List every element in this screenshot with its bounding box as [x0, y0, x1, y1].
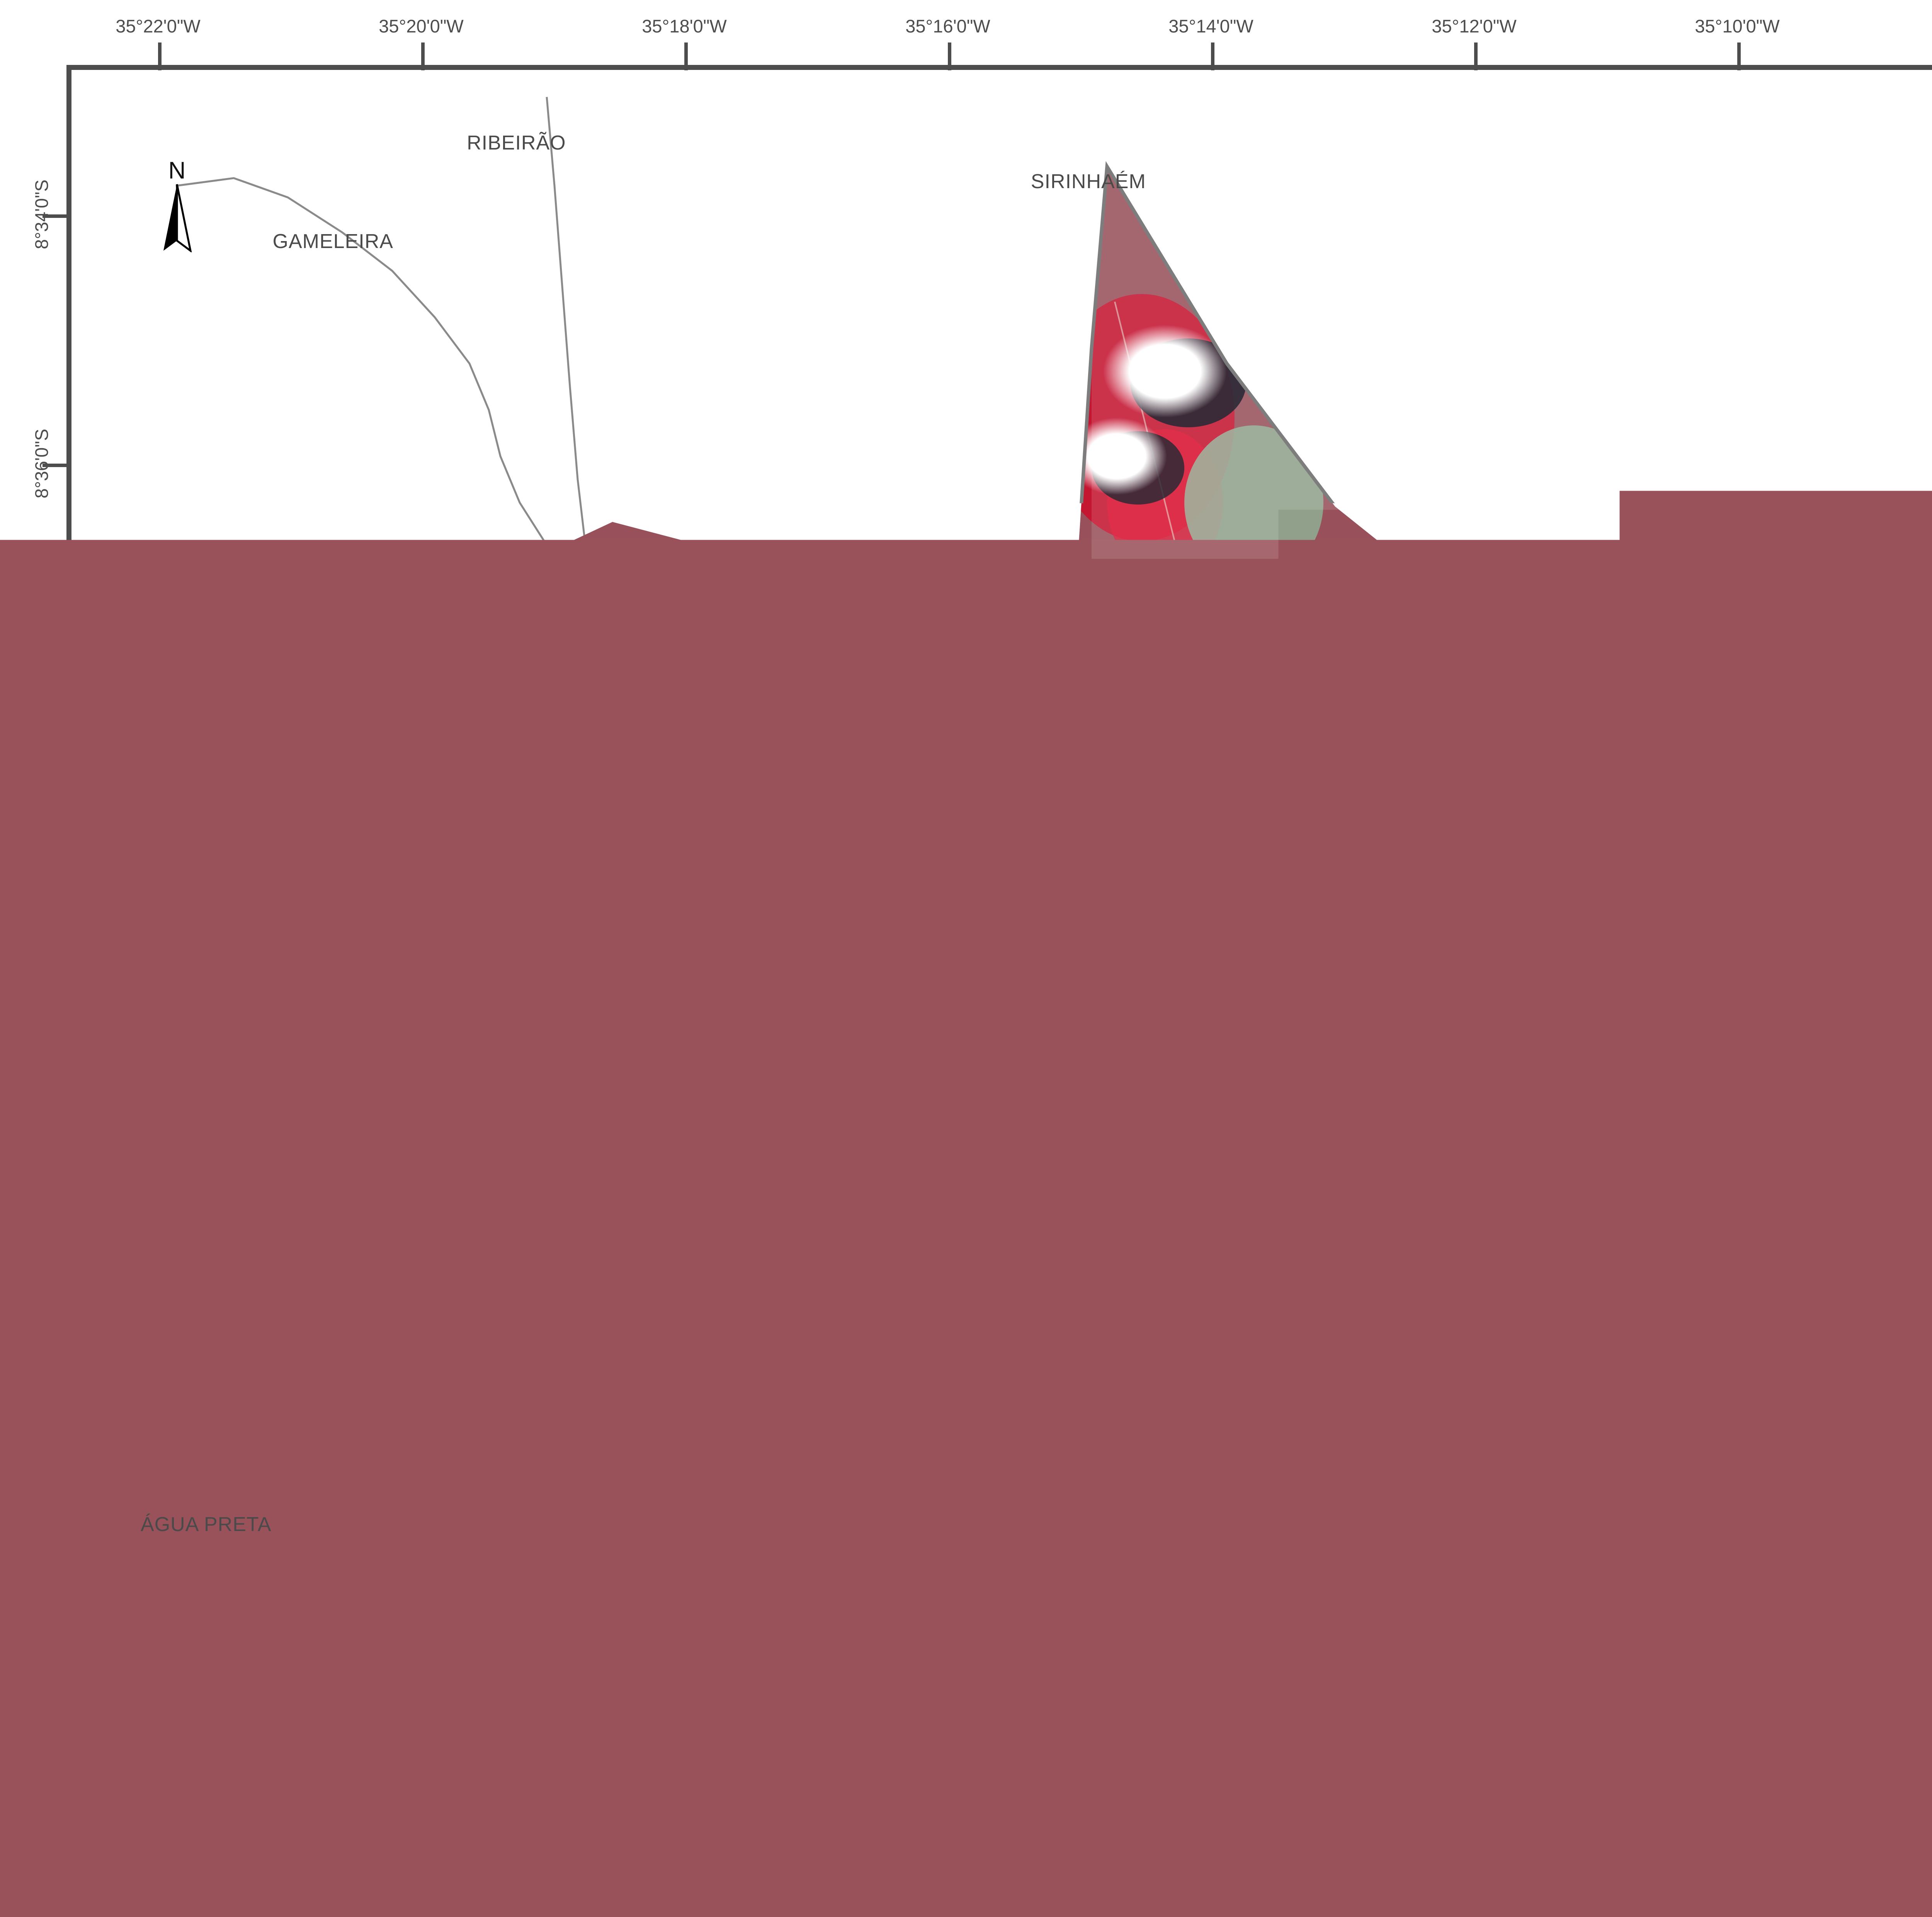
axis-label-top-3: 35°18'0"W	[642, 15, 727, 37]
scale-tick-8km: 8 km	[651, 1773, 693, 1795]
tick-top-5	[1211, 42, 1214, 70]
axis-label-bottom-1: 35°22'0"W	[116, 1891, 201, 1912]
axis-label-top-1: 35°22'0"W	[116, 15, 201, 37]
axis-label-top-5: 35°14'0"W	[1168, 15, 1253, 37]
north-arrow-label: N	[163, 159, 190, 183]
tick-top-4	[948, 42, 951, 70]
axis-label-bottom-7: 35°10'0"W	[1695, 1891, 1780, 1912]
axis-label-bottom-4: 35°16'0"W	[905, 1891, 990, 1912]
map-label-sirinhaem: SIRINHAÉM	[1031, 170, 1146, 193]
tick-bottom-7	[1737, 1861, 1741, 1888]
north-arrow: N	[160, 159, 194, 254]
scale-tick-4: 4	[412, 1773, 423, 1795]
map-vector-layer	[71, 70, 1932, 1856]
map-canvas[interactable]: N RIBEIRÃO SIRINHAÉM GAMELEIRA TAMANDARÉ…	[71, 70, 1932, 1856]
tick-top-7	[1737, 42, 1741, 70]
map-label-barreiros: BARREIROS	[990, 1698, 1111, 1722]
tick-bottom-2	[421, 1861, 425, 1888]
axis-label-top-7: 35°10'0"W	[1695, 15, 1780, 37]
scale-bar: 0 2 4 8 km	[162, 1773, 672, 1819]
tick-bottom-1	[158, 1861, 162, 1888]
axis-label-bottom-3: 35°18'0"W	[642, 1891, 727, 1912]
axis-label-top-4: 35°16'0"W	[905, 15, 990, 37]
scale-seg-2	[290, 1795, 417, 1819]
axis-label-top-6: 35°12'0"W	[1432, 15, 1517, 37]
axis-label-left-7: 8°46'0"S	[31, 1675, 52, 1745]
map-label-tamandare: TAMANDARÉ	[767, 1412, 895, 1435]
axis-label-left-3: 8°38'0"S	[31, 678, 52, 748]
satellite-raster	[71, 70, 1932, 1856]
axis-label-left-5: 8°42'0"S	[31, 1177, 52, 1246]
scale-tick-0: 0	[157, 1773, 168, 1795]
tick-bottom-4	[948, 1861, 951, 1888]
axis-label-bottom-5: 35°14'0"W	[1168, 1891, 1253, 1912]
tick-bottom-5	[1211, 1861, 1214, 1888]
axis-label-bottom-6: 35°12'0"W	[1432, 1891, 1517, 1912]
map-label-gameleira: GAMELEIRA	[273, 230, 393, 253]
axis-label-top-2: 35°20'0"W	[379, 15, 464, 37]
axis-label-bottom-2: 35°20'0"W	[379, 1891, 464, 1912]
axis-label-left-2: 8°36'0"S	[31, 429, 52, 498]
tick-top-2	[421, 42, 425, 70]
axis-label-left-1: 8°34'0"S	[31, 180, 52, 249]
tick-bottom-6	[1474, 1861, 1478, 1888]
scale-bar-labels: 0 2 4 8 km	[162, 1773, 672, 1795]
north-arrow-glyph	[160, 183, 194, 252]
tick-bottom-3	[684, 1861, 688, 1888]
scale-tick-2: 2	[284, 1773, 295, 1795]
tick-top-6	[1474, 42, 1478, 70]
map-label-agua-preta: ÁGUA PRETA	[141, 1513, 271, 1536]
tick-top-3	[684, 42, 688, 70]
scale-bar-graphic	[162, 1795, 672, 1819]
map-frame: N RIBEIRÃO SIRINHAÉM GAMELEIRA TAMANDARÉ…	[66, 65, 1932, 1861]
scale-seg-3	[417, 1795, 672, 1819]
map-label-ribeirao: RIBEIRÃO	[467, 131, 566, 155]
scale-seg-1	[162, 1795, 290, 1819]
tick-top-1	[158, 42, 162, 70]
axis-label-left-6: 8°44'0"S	[31, 1426, 52, 1496]
axis-label-left-4: 8°40'0"S	[31, 927, 52, 997]
